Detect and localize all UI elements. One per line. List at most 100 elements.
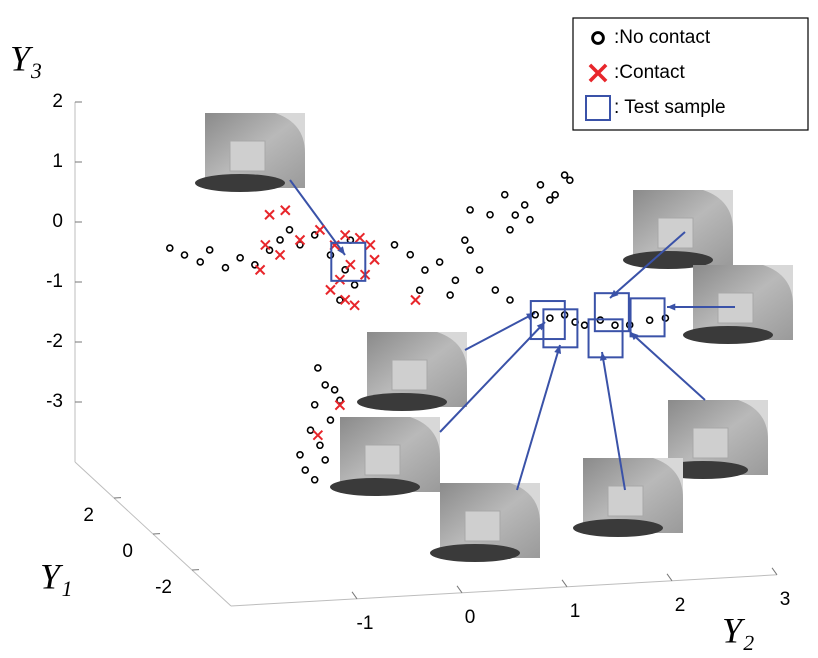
- x-tick: [772, 568, 777, 575]
- legend-label: :Contact: [614, 62, 685, 83]
- x-tick-label: -1: [357, 613, 374, 634]
- photo-shadow: [195, 174, 285, 192]
- point: [322, 457, 328, 463]
- point: [522, 202, 528, 208]
- point: [507, 227, 513, 233]
- point: [322, 382, 328, 388]
- x-axis-title: Y₂: [722, 610, 755, 650]
- x-axis: [231, 575, 777, 606]
- photo-object: [608, 486, 643, 516]
- legend: :No contact:Contact: Test sample: [573, 18, 808, 130]
- point: [256, 265, 265, 274]
- point: [313, 431, 322, 440]
- point: [312, 402, 318, 408]
- point: [352, 282, 358, 288]
- arrow-head: [667, 303, 675, 310]
- point: [411, 296, 420, 305]
- point: [167, 245, 173, 251]
- point: [492, 287, 498, 293]
- point: [417, 287, 423, 293]
- point: [335, 401, 344, 410]
- x-tick-label: 0: [465, 607, 476, 628]
- z-tick-label: -1: [46, 271, 63, 292]
- point: [341, 231, 350, 240]
- point: [326, 285, 335, 294]
- point: [276, 250, 285, 259]
- point: [452, 277, 458, 283]
- point: [447, 292, 453, 298]
- point: [222, 265, 228, 271]
- photo-object: [230, 141, 265, 171]
- photo-inset: [623, 190, 733, 269]
- point: [327, 417, 333, 423]
- z-axis-title: Y₃: [10, 38, 43, 78]
- point: [512, 212, 518, 218]
- photo-object: [365, 445, 400, 475]
- point: [315, 225, 324, 234]
- x-tick-label: 1: [570, 601, 581, 622]
- point: [647, 317, 653, 323]
- point: [297, 452, 303, 458]
- arrow: [630, 332, 705, 400]
- z-tick-label: -3: [46, 391, 63, 412]
- point: [341, 295, 350, 304]
- z-tick-label: 2: [52, 91, 63, 112]
- point: [582, 322, 588, 328]
- point: [207, 247, 213, 253]
- photo-inset: [573, 458, 683, 537]
- x-tick: [667, 574, 672, 581]
- point: [547, 197, 553, 203]
- point: [567, 177, 573, 183]
- point: [527, 217, 533, 223]
- point: [537, 182, 543, 188]
- y-tick-label: 2: [83, 505, 94, 526]
- point: [547, 315, 553, 321]
- z-tick-label: -2: [46, 331, 63, 352]
- y-tick-label: 0: [122, 541, 133, 562]
- photo-inset: [430, 483, 540, 562]
- photo-shadow: [330, 478, 420, 496]
- point: [296, 236, 305, 245]
- point: [552, 192, 558, 198]
- point: [562, 172, 568, 178]
- z-tick-label: 1: [52, 151, 63, 172]
- point: [312, 477, 318, 483]
- x-tick-label: 2: [675, 595, 686, 616]
- x-tick: [562, 580, 567, 587]
- point: [350, 301, 359, 310]
- point: [407, 252, 413, 258]
- point: [467, 247, 473, 253]
- insets: [195, 113, 793, 562]
- point: [370, 255, 379, 264]
- photo-shadow: [357, 393, 447, 411]
- point: [197, 259, 203, 265]
- photo-shadow: [573, 519, 663, 537]
- point: [335, 275, 344, 284]
- photo-inset: [683, 265, 793, 344]
- point: [355, 233, 364, 242]
- photo-shadow: [683, 326, 773, 344]
- photo-object: [465, 511, 500, 541]
- point: [287, 227, 293, 233]
- point: [392, 242, 398, 248]
- point: [487, 212, 493, 218]
- chart: -3-2-1012-202-10123 Y₃ Y₁ Y₂ :No contact…: [0, 0, 818, 658]
- point: [462, 237, 468, 243]
- point: [317, 442, 323, 448]
- point: [507, 297, 513, 303]
- y-axis-title: Y₁: [40, 556, 73, 596]
- point: [346, 260, 355, 269]
- x-tick: [352, 592, 357, 599]
- point: [366, 240, 375, 249]
- photo-shadow: [430, 544, 520, 562]
- point: [477, 267, 483, 273]
- y-tick-label: -2: [155, 577, 172, 598]
- point: [281, 206, 290, 215]
- photo-object: [658, 218, 693, 248]
- point: [261, 240, 270, 249]
- point: [308, 427, 314, 433]
- point: [467, 207, 473, 213]
- point: [437, 259, 443, 265]
- point: [315, 365, 321, 371]
- legend-label: :No contact: [614, 27, 711, 48]
